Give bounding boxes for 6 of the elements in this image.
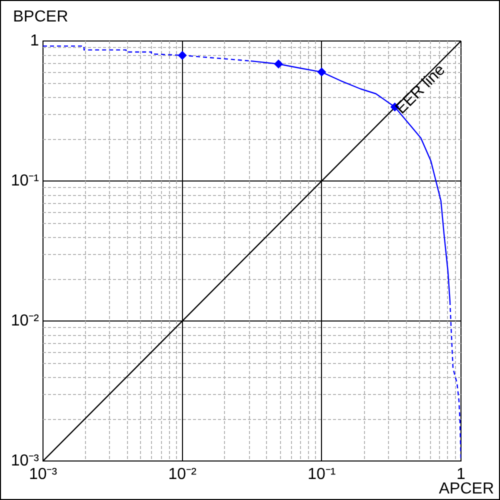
y-tick-label: 1: [30, 32, 40, 50]
x-tick-label: 10⁻¹: [308, 466, 336, 484]
x-tick-label: 10⁻²: [168, 466, 198, 484]
y-tick-label: 10⁻¹: [10, 172, 39, 190]
y-axis-title: BPCER: [13, 8, 68, 26]
y-tick-label: 10⁻²: [10, 312, 40, 330]
